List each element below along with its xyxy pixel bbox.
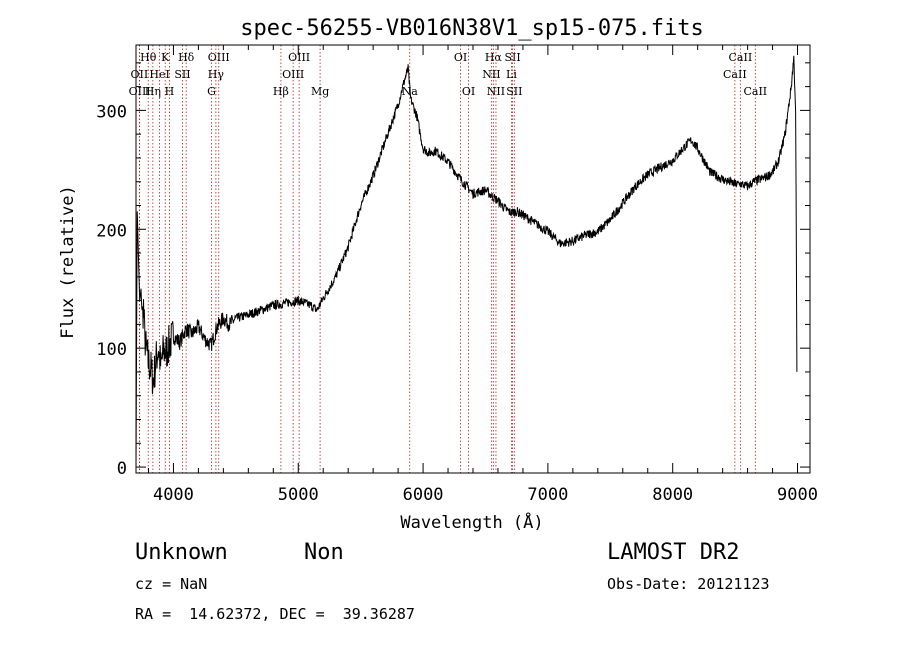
redshift-text: cz = NaN (135, 575, 207, 593)
x-axis-label: Wavelength (Å) (400, 511, 543, 533)
marker-label-8542: CaII (729, 51, 753, 64)
marker-label-4340: Hγ (208, 68, 225, 81)
y-tick-label-200: 200 (96, 221, 127, 241)
x-tick-label-7000: 7000 (527, 485, 568, 505)
marker-label-4959: OIII (282, 68, 304, 81)
marker-label-3729: OIII (129, 85, 151, 98)
x-tick-label-6000: 6000 (403, 485, 444, 505)
marker-label-8498: CaII (723, 68, 747, 81)
object-class: Unknown (135, 540, 228, 565)
chart-title: spec-56255-VB016N38V1_sp15-075.fits (240, 16, 704, 41)
spectrum-line (135, 55, 798, 468)
marker-label-4072: SII (174, 68, 190, 81)
marker-label-6563: Hα (485, 51, 503, 64)
marker-label-3798: Hθ (140, 51, 157, 64)
object-subclass: Non (304, 540, 344, 565)
x-tick-label-8000: 8000 (652, 485, 693, 505)
marker-label-6300: OI (454, 51, 467, 64)
marker-label-4102: Hδ (178, 51, 195, 64)
marker-label-4861: Hβ (273, 85, 289, 98)
x-axis-ticks: 4000 5000 6000 7000 8000 9000 (147, 45, 818, 505)
marker-label-6548: NII (482, 68, 500, 81)
marker-label-6717: SII (504, 51, 520, 64)
marker-label-3835: Hη (145, 85, 161, 98)
marker-label-3968: H (165, 85, 175, 98)
y-axis-ticks: 0 100 200 300 (96, 62, 810, 479)
marker-label-4363: OIII (208, 51, 230, 64)
marker-label-5175: Mg (311, 85, 329, 98)
y-tick-label-0: 0 (117, 459, 127, 479)
marker-label-8662: CaII (743, 85, 767, 98)
marker-label-6708: Li (506, 68, 517, 81)
y-axis-label: Flux (relative) (58, 185, 78, 339)
marker-label-6584: NII (487, 85, 505, 98)
x-tick-label-4000: 4000 (153, 485, 194, 505)
marker-label-4305: G (207, 85, 216, 98)
marker-label-3889: HeI (149, 68, 169, 81)
y-tick-label-100: 100 (96, 340, 127, 360)
plot-frame (135, 44, 811, 474)
marker-label-6731: SII (506, 85, 522, 98)
survey-name: LAMOST DR2 (607, 540, 739, 565)
y-tick-label-300: 300 (96, 102, 127, 122)
marker-label-5007: OIII (288, 51, 310, 64)
x-tick-label-5000: 5000 (278, 485, 319, 505)
x-tick-label-9000: 9000 (777, 485, 818, 505)
marker-label-6364: OI (462, 85, 475, 98)
obs-date-text: Obs-Date: 20121123 (607, 575, 770, 593)
marker-label-3934: K (161, 51, 170, 64)
coordinates-text: RA = 14.62372, DEC = 39.36287 (135, 605, 415, 623)
